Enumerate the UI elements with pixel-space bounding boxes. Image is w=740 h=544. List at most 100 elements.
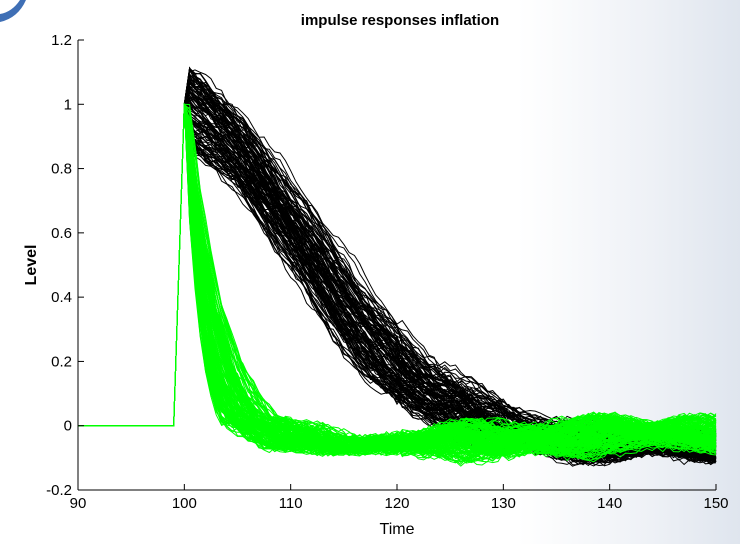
black-series-line	[78, 102, 717, 461]
green-series-line	[78, 104, 717, 454]
green-series-line	[78, 104, 717, 461]
x-tick-label: 100	[172, 495, 197, 512]
green-series-line	[78, 104, 717, 454]
black-series-line	[78, 85, 717, 464]
x-tick-label: 120	[384, 495, 409, 512]
green-series-line	[78, 104, 717, 454]
black-series-line	[78, 78, 717, 465]
black-series-line	[78, 104, 717, 454]
green-series-line	[78, 104, 717, 454]
green-series-line	[78, 104, 717, 462]
green-series-line	[78, 104, 717, 460]
green-series-line	[78, 104, 717, 454]
black-series-line	[78, 104, 717, 460]
black-series-line	[78, 73, 717, 459]
green-series-line	[78, 104, 717, 460]
green-series-line	[78, 104, 717, 454]
green-series-line	[78, 104, 717, 454]
green-series-line	[78, 104, 717, 457]
green-series-line	[78, 104, 717, 464]
black-series-line	[78, 104, 717, 462]
y-tick-label: 1.2	[51, 32, 72, 49]
black-series-line	[78, 99, 717, 461]
green-series-line	[78, 104, 717, 459]
y-ticks: -0.2 0 0.2 0.4 0.6 0.8 1 1.2	[46, 32, 84, 499]
x-tick-label: 90	[70, 495, 87, 512]
green-series-line	[78, 104, 717, 459]
green-series-line	[78, 104, 717, 462]
x-axis-title: Time	[380, 521, 415, 538]
y-tick-label: 1	[64, 96, 72, 113]
y-tick-label: 0.6	[51, 225, 72, 242]
black-series-line	[78, 104, 717, 461]
y-tick-label: -0.2	[46, 482, 72, 499]
black-series-line	[78, 104, 717, 460]
x-tick-label: 110	[279, 495, 303, 512]
black-series-line	[78, 87, 717, 463]
green-series-line	[78, 104, 717, 460]
black-series-line	[78, 104, 717, 463]
black-series-line	[78, 85, 717, 457]
green-series-line	[78, 102, 717, 460]
black-series-line	[78, 104, 717, 461]
black-series-line	[78, 104, 717, 461]
black-series-line	[78, 103, 717, 460]
green-series-line	[78, 104, 717, 464]
black-series-line	[78, 104, 717, 460]
black-series-line	[78, 94, 717, 462]
black-series-line	[78, 103, 717, 463]
green-series-line	[78, 104, 717, 460]
green-series-line	[78, 104, 717, 464]
black-series-line	[78, 104, 717, 455]
x-ticks: 90 100 110 120 130 140 150	[70, 484, 729, 512]
green-series-line	[78, 104, 717, 461]
black-series-line	[78, 92, 717, 462]
black-series-line	[78, 92, 717, 467]
black-series-line	[78, 104, 717, 464]
green-series-line	[78, 104, 717, 462]
black-series-line	[78, 104, 717, 461]
black-series-line	[78, 103, 717, 462]
black-series-line	[78, 104, 717, 461]
green-series-line	[78, 104, 717, 462]
black-series-line	[78, 104, 717, 463]
black-series-group	[78, 66, 717, 467]
green-series-line	[78, 104, 717, 462]
black-series-line	[78, 78, 717, 464]
y-tick-label: 0.2	[51, 353, 72, 370]
black-series-line	[78, 82, 717, 465]
green-series-line	[78, 104, 717, 454]
black-series-line	[78, 102, 717, 461]
green-series-line	[78, 104, 717, 462]
black-series-line	[78, 93, 717, 458]
green-series-line	[78, 104, 717, 464]
y-tick-label: 0	[64, 418, 72, 435]
black-series-line	[78, 102, 717, 461]
green-series-line	[78, 104, 717, 454]
green-series-group	[78, 102, 717, 467]
green-series-line	[78, 103, 717, 459]
chart-title: impulse responses inflation	[301, 12, 499, 29]
green-series-line	[78, 104, 717, 454]
green-series-line	[78, 104, 717, 460]
green-series-line	[78, 104, 717, 460]
black-series-line	[78, 104, 717, 463]
green-series-line	[78, 104, 717, 454]
black-series-line	[78, 82, 717, 466]
black-series-line	[78, 101, 717, 464]
black-series-line	[78, 96, 717, 463]
green-series-line	[78, 102, 717, 463]
black-series-line	[78, 97, 717, 462]
green-series-line	[78, 104, 717, 460]
black-series-line	[78, 88, 717, 465]
black-series-line	[78, 104, 717, 462]
y-tick-label: 0.8	[51, 161, 72, 178]
black-series-line	[78, 104, 717, 464]
black-series-line	[78, 104, 717, 460]
black-series-line	[78, 79, 717, 467]
green-series-line	[78, 103, 717, 462]
green-series-line	[78, 104, 717, 461]
black-series-line	[78, 104, 717, 455]
black-series-line	[78, 104, 717, 459]
